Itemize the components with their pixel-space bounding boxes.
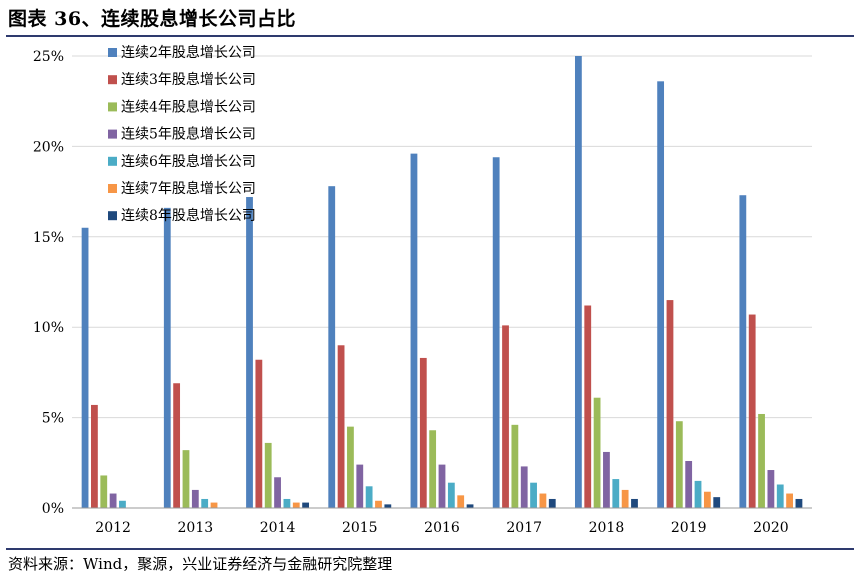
legend: 连续2年股息增长公司连续3年股息增长公司连续4年股息增长公司连续5年股息增长公司… — [108, 44, 256, 224]
bar — [246, 197, 253, 508]
bars — [81, 56, 803, 508]
bar — [795, 498, 803, 508]
bar — [574, 56, 582, 508]
legend-label: 连续5年股息增长公司 — [121, 126, 256, 143]
bar — [347, 426, 354, 508]
x-tick-label: 2014 — [260, 520, 296, 536]
bar — [438, 464, 446, 508]
legend-label: 连续8年股息增长公司 — [121, 207, 256, 224]
bar — [375, 500, 382, 508]
bar — [621, 489, 629, 508]
bar — [767, 470, 775, 508]
x-tick-label: 2020 — [753, 520, 789, 536]
bar — [776, 484, 784, 508]
y-tick-label: 15% — [33, 230, 64, 246]
source-divider — [6, 548, 854, 550]
bar — [748, 314, 756, 508]
x-tick-label: 2012 — [95, 520, 131, 536]
bar — [81, 227, 89, 508]
y-tick-label: 10% — [33, 320, 64, 336]
bar — [666, 300, 674, 508]
bar — [337, 345, 345, 508]
legend-label: 连续4年股息增长公司 — [121, 98, 256, 115]
bar — [100, 475, 108, 508]
bar — [612, 479, 620, 508]
bar — [694, 480, 702, 508]
y-tick-label: 25% — [33, 49, 64, 65]
bar — [502, 325, 509, 508]
bar — [685, 460, 693, 508]
bar — [457, 495, 465, 508]
bar — [356, 464, 364, 508]
bar — [530, 482, 537, 508]
bar — [520, 466, 528, 508]
bar — [91, 404, 98, 508]
bar — [429, 430, 437, 508]
bar — [255, 359, 263, 508]
bar — [603, 451, 610, 508]
bar-chart: 0%5%10%15%20%25% 2012 2013 2014 2015 2016 201… — [33, 44, 812, 536]
bar — [191, 489, 199, 508]
bar — [675, 421, 683, 508]
bar — [713, 497, 721, 508]
y-axis-ticks: 0% 5% 10% 15% 20% 25% — [33, 49, 64, 517]
bar — [739, 195, 747, 508]
y-tick-label: 5% — [42, 411, 64, 427]
bar — [703, 491, 711, 508]
bar — [119, 500, 126, 508]
legend-swatch — [108, 156, 117, 166]
bar — [210, 502, 218, 508]
x-tick-label: 2018 — [589, 520, 625, 536]
legend-swatch — [108, 75, 117, 85]
bar — [657, 81, 665, 508]
bar — [758, 413, 765, 508]
bar — [201, 498, 209, 508]
legend-swatch — [108, 48, 117, 57]
bar — [410, 153, 418, 508]
bar — [328, 186, 336, 508]
bar — [365, 486, 373, 508]
x-tick-label: 2017 — [506, 520, 542, 536]
legend-swatch — [108, 102, 117, 112]
bar — [283, 498, 291, 508]
gridlines — [72, 55, 812, 419]
bar — [593, 397, 601, 508]
chart-title: 图表 36、连续股息增长公司占比 — [8, 8, 297, 30]
legend-label: 连续3年股息增长公司 — [121, 71, 256, 88]
bar — [419, 357, 427, 508]
bar — [264, 442, 272, 508]
legend-swatch — [108, 184, 117, 193]
bar — [274, 477, 281, 508]
source-note: 资料来源：Wind，聚源，兴业证券经济与金融研究院整理 — [8, 555, 393, 573]
bar — [302, 502, 310, 508]
bar — [786, 493, 793, 508]
y-tick-label: 20% — [33, 139, 64, 155]
bar — [511, 424, 519, 508]
bar — [466, 504, 474, 508]
bar — [584, 305, 592, 508]
bar — [182, 450, 190, 508]
legend-swatch — [108, 129, 117, 139]
bar — [163, 207, 171, 508]
bar — [631, 498, 638, 508]
legend-swatch — [108, 211, 117, 221]
legend-label: 连续2年股息增长公司 — [121, 44, 256, 61]
bar — [292, 502, 300, 508]
bar — [384, 504, 392, 508]
x-tick-label: 2016 — [424, 520, 460, 536]
title-divider — [6, 35, 854, 37]
x-tick-label: 2019 — [671, 520, 707, 536]
y-tick-label: 0% — [42, 501, 64, 517]
bar — [539, 493, 547, 508]
x-axis-ticks: 2012 2013 2014 2015 2016 2017 2018 2019 2020 — [95, 520, 788, 536]
bar — [109, 493, 117, 508]
bar — [173, 383, 181, 508]
legend-label: 连续7年股息增长公司 — [121, 180, 256, 197]
x-tick-label: 2015 — [342, 520, 378, 536]
bar — [548, 498, 556, 508]
x-tick-label: 2013 — [178, 520, 214, 536]
legend-label: 连续6年股息增长公司 — [121, 153, 256, 170]
bar — [447, 482, 455, 508]
bar — [492, 157, 500, 508]
